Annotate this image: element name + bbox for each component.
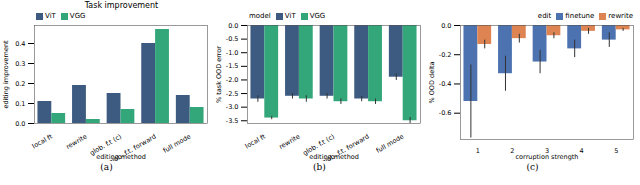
svg-text:editing method: editing method	[96, 153, 146, 161]
html-text:ViT: ViT	[45, 12, 56, 20]
svg-text:glob. f.t (c): glob. f.t (c)	[88, 132, 123, 158]
svg-text:-2.5: -2.5	[226, 90, 239, 98]
svg-text:local ft: local ft	[244, 132, 267, 150]
html-text:(c): (c)	[526, 162, 539, 172]
svg-text:glob. f.t (c): glob. f.t (c)	[301, 132, 336, 158]
svg-text:-0.6: -0.6	[439, 109, 452, 117]
svg-text:editing method: editing method	[309, 153, 359, 161]
html-text:model: model	[249, 12, 271, 20]
html-text:Task improvement: Task improvement	[84, 1, 159, 10]
svg-text:0.0: 0.0	[441, 22, 451, 30]
svg-text:5: 5	[614, 147, 618, 155]
svg-text:0.0: 0.0	[15, 120, 25, 128]
svg-text:local ft: local ft	[31, 132, 54, 150]
svg-text:-1.0: -1.0	[226, 49, 239, 57]
svg-text:-0.4: -0.4	[439, 80, 452, 88]
svg-text:rewrite: rewrite	[65, 133, 89, 151]
svg-text:2: 2	[510, 147, 514, 155]
svg-text:rewrite: rewrite	[278, 133, 302, 151]
html-text:edit: edit	[537, 12, 552, 20]
svg-text:-0.2: -0.2	[439, 51, 452, 59]
html-text:VGG: VGG	[69, 12, 86, 20]
svg-text:3: 3	[544, 147, 550, 156]
svg-text:% task OOD error: % task OOD error	[215, 46, 223, 103]
svg-text:% OOD delta: % OOD delta	[428, 61, 436, 103]
svg-text:corruption strength: corruption strength	[516, 153, 579, 161]
svg-text:full mode: full mode	[375, 133, 405, 155]
svg-text:-3.5: -3.5	[226, 117, 239, 125]
html-text:ViT: ViT	[284, 12, 296, 20]
svg-text:-2.0: -2.0	[226, 76, 239, 84]
html-text:(b): (b)	[313, 162, 326, 172]
svg-text:-1.5: -1.5	[226, 62, 239, 70]
svg-text:4: 4	[580, 147, 584, 155]
html-text:rewrite: rewrite	[608, 12, 633, 20]
svg-text:0.2: 0.2	[15, 80, 25, 88]
svg-text:0.4: 0.4	[15, 40, 25, 48]
svg-text:full mode: full mode	[162, 133, 192, 155]
svg-text:-3.0: -3.0	[226, 103, 239, 111]
html-text:(a): (a)	[100, 162, 113, 172]
svg-text:editing improvement: editing improvement	[2, 40, 10, 109]
svg-text:1: 1	[476, 147, 480, 155]
html-text:finetune: finetune	[565, 12, 595, 20]
svg-text:0.1: 0.1	[15, 100, 25, 108]
html-text:VGG: VGG	[309, 12, 326, 20]
svg-text:0.3: 0.3	[15, 60, 25, 68]
svg-text:-0.5: -0.5	[226, 35, 239, 43]
svg-text:0.0: 0.0	[228, 22, 238, 30]
